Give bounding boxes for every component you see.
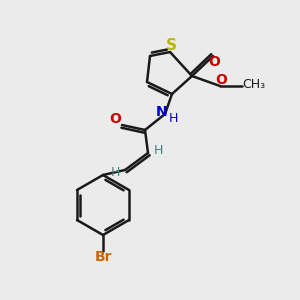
Text: O: O [109, 112, 121, 126]
Text: Br: Br [94, 250, 112, 264]
Text: O: O [208, 55, 220, 69]
Text: CH₃: CH₃ [242, 79, 266, 92]
Text: H: H [153, 143, 163, 157]
Text: S: S [166, 38, 176, 53]
Text: H: H [110, 167, 120, 179]
Text: O: O [215, 73, 227, 87]
Text: H: H [168, 112, 178, 125]
Text: N: N [156, 105, 168, 119]
